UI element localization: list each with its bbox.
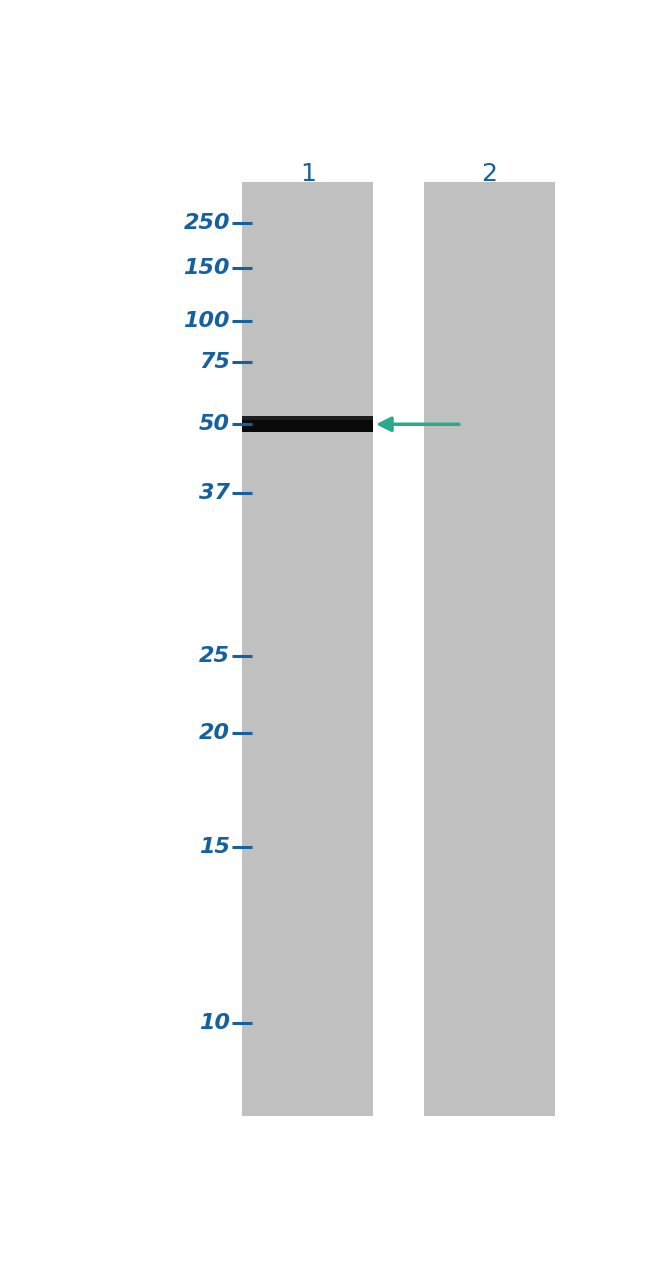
Bar (242, 417, 373, 432)
Text: 25: 25 (199, 646, 230, 665)
Text: 50: 50 (199, 414, 230, 434)
Text: 20: 20 (199, 724, 230, 743)
Bar (242, 417, 373, 419)
Bar (424, 182, 554, 1115)
Text: 75: 75 (199, 352, 230, 372)
Bar (242, 182, 373, 1115)
Text: 15: 15 (199, 837, 230, 857)
Text: 1: 1 (300, 161, 316, 185)
Text: 10: 10 (199, 1012, 230, 1033)
Text: 37: 37 (199, 483, 230, 503)
Text: 250: 250 (183, 213, 230, 232)
Text: 150: 150 (183, 258, 230, 278)
Text: 100: 100 (183, 311, 230, 330)
Text: 2: 2 (481, 161, 497, 185)
